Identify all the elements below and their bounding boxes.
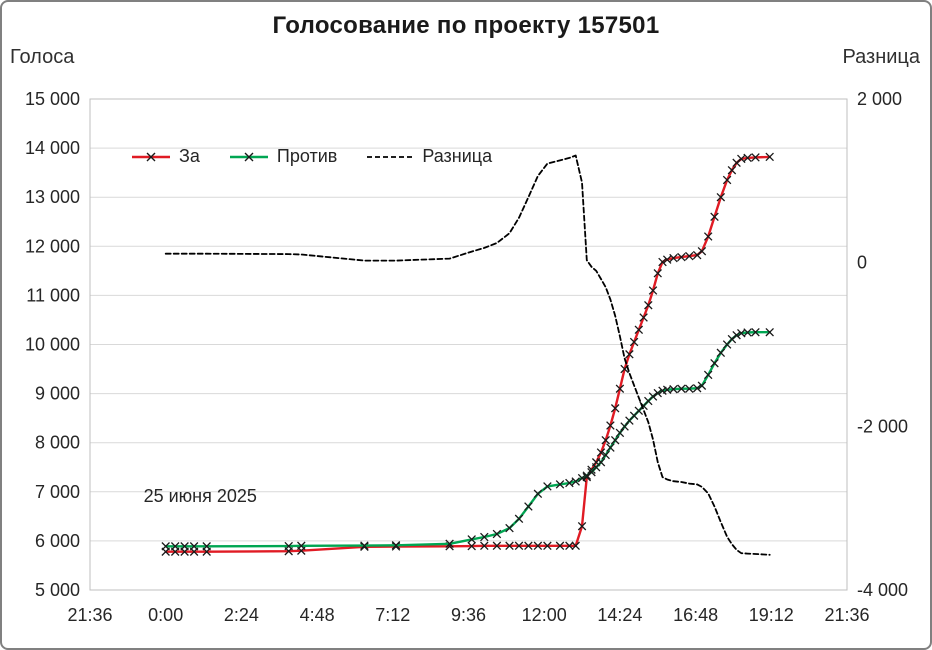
svg-text:14:24: 14:24 — [597, 605, 642, 625]
svg-text:4:48: 4:48 — [300, 605, 335, 625]
za-series-swatch-icon — [132, 152, 170, 161]
svg-text:9 000: 9 000 — [35, 384, 80, 404]
svg-text:19:12: 19:12 — [749, 605, 794, 625]
svg-text:2:24: 2:24 — [224, 605, 259, 625]
svg-text:10 000: 10 000 — [25, 335, 80, 355]
svg-text:21:36: 21:36 — [67, 605, 112, 625]
svg-text:-2 000: -2 000 — [857, 416, 908, 436]
left-axis-title: Голоса — [10, 46, 75, 68]
svg-text:12 000: 12 000 — [25, 236, 80, 256]
legend-item-raznica: Разница — [365, 146, 492, 167]
legend-item-protiv: Против — [228, 146, 337, 167]
svg-text:6 000: 6 000 — [35, 531, 80, 551]
svg-text:11 000: 11 000 — [26, 285, 80, 305]
svg-text:5 000: 5 000 — [35, 580, 80, 600]
svg-text:2 000: 2 000 — [857, 89, 902, 109]
svg-text:9:36: 9:36 — [451, 605, 486, 625]
svg-text:12:00: 12:00 — [522, 605, 567, 625]
protiv-series-swatch-icon — [229, 152, 268, 161]
date-annotation: 25 июня 2025 — [143, 485, 257, 506]
legend-label-protiv: Против — [276, 146, 338, 166]
svg-text:14 000: 14 000 — [25, 138, 80, 158]
legend-label-raznica: Разница — [422, 146, 493, 166]
svg-text:7 000: 7 000 — [35, 482, 80, 502]
chart-legend: За Против Разница — [130, 146, 492, 167]
legend-label-za: За — [179, 146, 200, 166]
svg-text:15 000: 15 000 — [25, 89, 80, 109]
svg-text:8 000: 8 000 — [35, 433, 80, 453]
svg-text:13 000: 13 000 — [25, 187, 80, 207]
svg-text:0:00: 0:00 — [148, 605, 183, 625]
svg-text:21:36: 21:36 — [824, 605, 869, 625]
svg-text:0: 0 — [857, 253, 867, 273]
svg-text:16:48: 16:48 — [673, 605, 718, 625]
raznica-series-swatch-icon — [367, 155, 414, 158]
legend-item-za: За — [130, 146, 200, 167]
svg-text:-4 000: -4 000 — [857, 580, 908, 600]
right-axis-title: Разница — [842, 46, 920, 68]
svg-text:7:12: 7:12 — [375, 605, 410, 625]
chart-title: Голосование по проекту 157501 — [272, 12, 660, 39]
